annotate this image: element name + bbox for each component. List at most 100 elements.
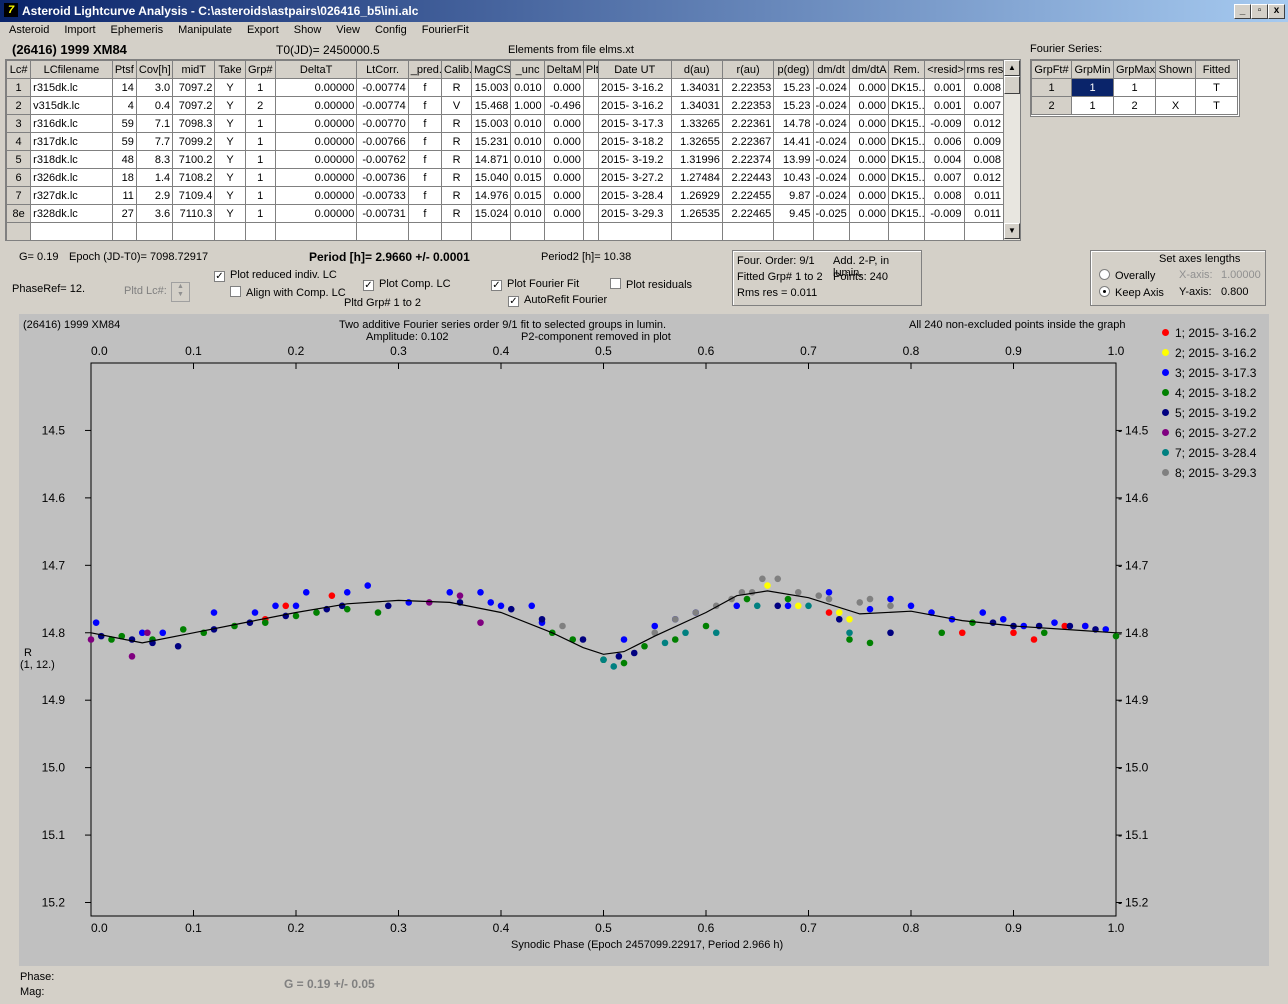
checkbox-residuals[interactable] (610, 278, 621, 289)
table-cell[interactable]: f (407, 114, 442, 133)
checkbox-align[interactable] (230, 286, 241, 297)
table-cell[interactable]: 0.000 (543, 204, 584, 223)
table-cell[interactable]: 0.00000 (274, 150, 358, 169)
table-cell[interactable]: -0.00733 (356, 186, 409, 205)
cb-residuals[interactable]: Plot residuals (610, 278, 692, 291)
fourier-table-cell[interactable]: 1 (1071, 96, 1114, 115)
table-cell[interactable]: 2015- 3-29.3 (598, 204, 672, 223)
checkbox-fourier[interactable]: ✓ (491, 280, 502, 291)
table-cell[interactable]: 7100.2 (172, 150, 216, 169)
table-cell[interactable]: 15.024 (471, 204, 512, 223)
minimize-button[interactable]: _ (1234, 4, 1251, 19)
table-cell[interactable]: 1.26929 (670, 186, 723, 205)
table-cell[interactable]: 1 (244, 204, 276, 223)
fourier-column-header[interactable]: GrpFt# (1031, 60, 1072, 79)
table-cell[interactable]: -0.024 (812, 132, 850, 151)
table-cell[interactable] (582, 96, 600, 115)
radio-keepaxis-icon[interactable] (1099, 286, 1110, 297)
table-scrollbar[interactable]: ▲ ▼ (1003, 60, 1020, 240)
column-header[interactable]: LtCorr. (356, 60, 409, 79)
table-cell[interactable]: 14.871 (471, 150, 512, 169)
table-cell[interactable]: 15.040 (471, 168, 512, 187)
table-cell[interactable]: 2 (244, 96, 276, 115)
fourier-table-cell[interactable]: 2 (1113, 96, 1156, 115)
table-cell[interactable]: 0.000 (848, 132, 890, 151)
table-cell[interactable]: f (407, 204, 442, 223)
table-cell[interactable]: 0.00000 (274, 132, 358, 151)
table-row[interactable]: 6 r326dk.lc 18 1.4 7108.2 Y 1 0.00000 -0.00736 f R… (6, 168, 1005, 187)
column-header[interactable]: Cov[h] (135, 60, 174, 79)
table-cell[interactable]: DK15.. (888, 204, 926, 223)
table-row[interactable]: 2 v315dk.lc 4 0.4 7097.2 Y 2 0.00000 -0.00774 f V 1… (6, 96, 1005, 115)
table-cell[interactable]: 1 (6, 78, 32, 97)
table-cell[interactable]: 0.00000 (274, 96, 358, 115)
table-cell[interactable]: 0.012 (963, 114, 1005, 133)
column-header[interactable]: p(deg) (773, 60, 814, 79)
table-empty-row[interactable] (6, 222, 1005, 240)
table-cell[interactable]: r316dk.lc (30, 114, 113, 133)
table-cell[interactable]: 0.004 (924, 150, 965, 169)
table-cell[interactable]: R (440, 204, 473, 223)
table-cell[interactable]: Y (214, 150, 246, 169)
table-cell[interactable]: 3 (6, 114, 32, 133)
table-cell[interactable]: 2.22443 (721, 168, 775, 187)
table-cell[interactable]: R (440, 150, 473, 169)
table-cell[interactable]: 2015- 3-18.2 (598, 132, 672, 151)
table-cell[interactable]: 2015- 3-28.4 (598, 186, 672, 205)
fourier-column-header[interactable]: Shown (1155, 60, 1196, 79)
table-cell[interactable]: 0.010 (510, 204, 545, 223)
table-cell[interactable]: DK15.. (888, 186, 926, 205)
scroll-thumb[interactable] (1004, 76, 1020, 94)
table-cell[interactable]: 0.001 (924, 96, 965, 115)
table-cell[interactable]: -0.024 (812, 150, 850, 169)
fourier-table-cell[interactable]: X (1155, 96, 1196, 115)
table-cell[interactable]: 0.000 (848, 78, 890, 97)
table-cell[interactable]: 0.000 (848, 114, 890, 133)
table-cell[interactable]: -0.009 (924, 114, 965, 133)
table-cell[interactable]: 0.015 (510, 168, 545, 187)
table-cell[interactable]: f (407, 186, 442, 205)
checkbox-comp[interactable]: ✓ (363, 280, 374, 291)
table-cell[interactable]: f (407, 96, 442, 115)
table-cell[interactable]: 15.003 (471, 114, 512, 133)
table-cell[interactable] (582, 204, 600, 223)
table-cell[interactable]: 59 (111, 114, 137, 133)
table-cell[interactable]: 0.000 (543, 132, 584, 151)
table-cell[interactable]: 4 (6, 132, 32, 151)
table-cell[interactable]: 14.78 (773, 114, 814, 133)
menu-import[interactable]: Import (64, 24, 96, 36)
table-cell[interactable]: 15.468 (471, 96, 512, 115)
column-header[interactable]: DeltaM (543, 60, 584, 79)
table-cell[interactable]: DK15.. (888, 114, 926, 133)
table-cell[interactable]: 1 (244, 78, 276, 97)
table-cell[interactable]: 7.1 (135, 114, 174, 133)
scroll-down-icon[interactable]: ▼ (1004, 223, 1020, 239)
cb-reduced[interactable]: ✓ Plot reduced indiv. LC (214, 269, 337, 282)
table-cell[interactable]: Y (214, 96, 246, 115)
table-cell[interactable]: 0.015 (510, 186, 545, 205)
yaxis-value[interactable]: 0.800 (1221, 286, 1249, 298)
table-cell[interactable]: 1 (244, 114, 276, 133)
pltd-lc-spinner[interactable]: ▲ ▼ (171, 282, 190, 302)
table-row[interactable]: 3 r316dk.lc 59 7.1 7098.3 Y 1 0.00000 -0.00770 f R… (6, 114, 1005, 133)
menu-show[interactable]: Show (293, 24, 322, 36)
table-cell[interactable]: 0.008 (963, 78, 1005, 97)
column-header[interactable]: Rem. (888, 60, 926, 79)
table-cell[interactable]: 9.45 (773, 204, 814, 223)
table-cell[interactable]: Y (214, 186, 246, 205)
fourier-table-cell[interactable]: T (1195, 96, 1238, 115)
table-cell[interactable]: -0.024 (812, 168, 850, 187)
table-cell[interactable]: -0.024 (812, 114, 850, 133)
table-cell[interactable]: 7097.2 (172, 96, 216, 115)
table-cell[interactable]: Y (214, 114, 246, 133)
table-cell[interactable] (582, 168, 600, 187)
table-cell[interactable]: 2015- 3-16.2 (598, 78, 672, 97)
table-cell[interactable]: 0.000 (848, 150, 890, 169)
column-header[interactable]: dm/dt (812, 60, 850, 79)
table-cell[interactable] (582, 150, 600, 169)
table-cell[interactable]: 15.231 (471, 132, 512, 151)
cb-autorefit[interactable]: ✓ AutoRefit Fourier (508, 294, 608, 307)
table-cell[interactable]: 0.008 (924, 186, 965, 205)
table-cell[interactable]: 1.34031 (670, 78, 723, 97)
table-cell[interactable]: 7108.2 (172, 168, 216, 187)
